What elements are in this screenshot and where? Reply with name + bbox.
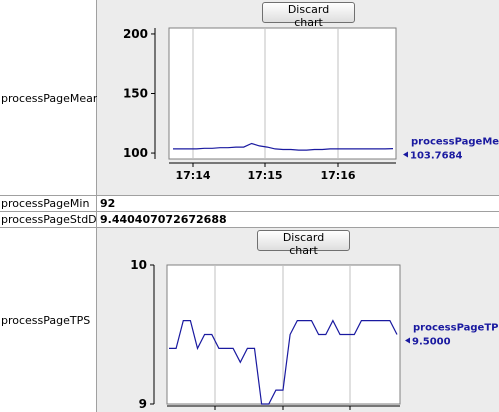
last-value-label: 103.7684 — [410, 151, 463, 162]
last-value-label: 9.5000 — [412, 337, 451, 348]
y-tick-label: 150 — [123, 87, 148, 101]
x-tick-label: 17:15 — [247, 169, 282, 182]
discard-chart-button[interactable]: Discard chart — [262, 2, 355, 29]
chart-cell: Discard chart 17:1417:1517:16910processP… — [97, 228, 499, 412]
row-label: processPageMean — [0, 0, 100, 196]
x-tick-label: 17:14 — [175, 169, 210, 182]
value-marker — [405, 337, 410, 344]
discard-chart-button[interactable]: Discard chart — [257, 230, 350, 257]
row-process-page-tps: processPageTPS Discard chart 17:1417:151… — [0, 227, 499, 412]
row-label: processPageMin — [0, 196, 97, 211]
series-line — [169, 319, 398, 405]
chart-cell: Discard chart 17:14 17:15 17:16 100 150 200 pr… — [97, 0, 499, 196]
row-process-page-mean: processPageMean Discard chart 17:14 17:15… — [0, 0, 499, 196]
row-value: 92 — [97, 196, 499, 211]
row-process-page-std-dev: processPageStdDev 9.440407072672688 — [0, 211, 499, 227]
y-tick-label: 9 — [139, 397, 147, 411]
y-tick-label: 10 — [130, 258, 147, 272]
series-line — [173, 142, 394, 151]
value-marker — [403, 151, 408, 158]
y-tick-label: 200 — [123, 27, 148, 41]
row-label: processPageStdDev — [0, 212, 110, 227]
x-tick-label: 17:16 — [320, 169, 355, 182]
row-process-page-min: processPageMin 92 — [0, 195, 499, 211]
y-tick-label: 100 — [123, 146, 148, 160]
mean-chart: 17:14 17:15 17:16 100 150 200 processPageMean 1… — [123, 27, 499, 182]
series-name-label: processPageTPS — [413, 323, 499, 334]
row-label: processPageTPS — [0, 228, 97, 412]
row-value: 9.440407072672688 — [97, 212, 499, 227]
series-name-label: processPageMean — [411, 137, 499, 148]
plot-area — [168, 27, 397, 160]
